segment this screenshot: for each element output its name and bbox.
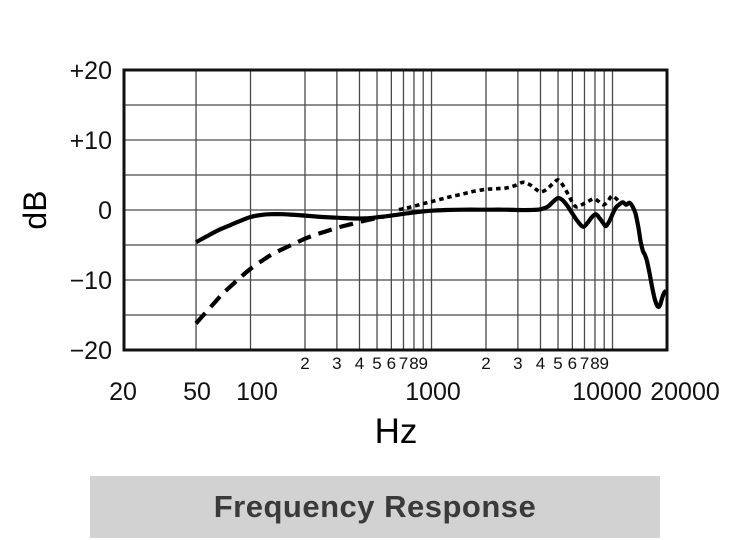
- x-tick-label: 100: [236, 378, 278, 406]
- x-minor-tick-label: 6: [568, 354, 577, 373]
- y-tick-label: −20: [70, 337, 112, 365]
- x-minor-tick-label: 9: [418, 354, 427, 373]
- x-minor-tick-label: 3: [513, 354, 522, 373]
- x-tick-label: 20000: [650, 378, 720, 406]
- response-curves: [194, 178, 668, 325]
- x-minor-tick-label: 9: [599, 354, 608, 373]
- x-minor-tick-label: 6: [387, 354, 396, 373]
- x-tick-label: 10000: [572, 378, 642, 406]
- x-tick-label: 50: [183, 378, 211, 406]
- x-minor-tick-label: 5: [372, 354, 381, 373]
- chart-title: Frequency Response: [213, 489, 537, 524]
- chart-title-bar: Frequency Response: [90, 476, 660, 538]
- grid-lines: [124, 70, 667, 350]
- x-minor-tick-label: 2: [300, 354, 309, 373]
- x-axis-unit-label: Hz: [375, 412, 418, 451]
- x-minor-tick-label: 7: [580, 354, 589, 373]
- x-minor-tick-label: 8: [590, 354, 599, 373]
- curve-high-frequency-rise-dotted: [398, 178, 624, 212]
- x-tick-label: 1000: [405, 378, 461, 406]
- x-minor-tick-label: 5: [553, 354, 562, 373]
- x-minor-tick-label: 4: [355, 354, 364, 373]
- x-minor-tick-label: 2: [481, 354, 490, 373]
- curve-low-frequency-rolloff-dashed: [194, 214, 384, 325]
- y-tick-label: 0: [98, 197, 112, 225]
- x-minor-tick-label: 3: [332, 354, 341, 373]
- x-minor-tick-label: 7: [399, 354, 408, 373]
- curve-main-response-solid: [195, 195, 668, 309]
- x-minor-tick-label: 8: [409, 354, 418, 373]
- y-tick-label: +10: [70, 127, 112, 155]
- y-axis-unit-label: dB: [17, 190, 53, 229]
- y-tick-label: −10: [70, 267, 112, 295]
- x-tick-label: 20: [109, 378, 137, 406]
- y-tick-label: +20: [70, 57, 112, 85]
- x-minor-tick-label: 4: [536, 354, 545, 373]
- plot-border: [122, 68, 669, 352]
